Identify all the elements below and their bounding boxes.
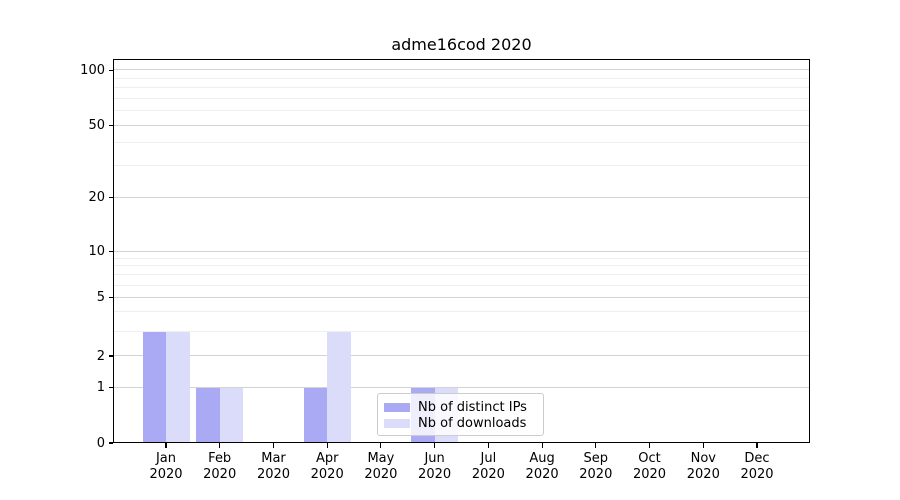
x-tick-mark (434, 443, 436, 448)
x-tick-year: 2020 (471, 467, 505, 482)
gridline-minor (113, 164, 810, 166)
x-tick-label: Nov 2020 (687, 451, 720, 483)
y-tick-label: 10 (88, 244, 105, 260)
y-tick-label: 5 (96, 290, 105, 305)
plot-area: Nb of distinct IPs Nb of downloads (113, 59, 810, 443)
x-tick-year: 2020 (256, 467, 291, 482)
x-tick-month: Apr (315, 451, 339, 466)
x-tick-month: Nov (690, 451, 716, 466)
legend-item: Nb of distinct IPs (384, 399, 536, 415)
gridline-minor (113, 97, 810, 99)
gridline-minor (113, 284, 810, 286)
legend-swatch (384, 402, 410, 412)
gridline-major (113, 250, 810, 252)
y-tick-mark (108, 69, 113, 71)
x-tick-label: May 2020 (364, 451, 397, 483)
x-tick-year: 2020 (310, 467, 344, 482)
x-tick-month: Jan (155, 451, 177, 466)
gridline-major (113, 296, 810, 298)
x-tick-month: Mar (261, 451, 286, 466)
x-tick-month: Jul (480, 451, 497, 466)
y-tick-label: 2 (96, 348, 105, 364)
gridline-major (113, 124, 810, 126)
legend-item: Nb of downloads (384, 415, 536, 431)
x-tick-label: Jun 2020 (418, 451, 451, 483)
x-tick-mark (648, 443, 651, 448)
x-tick-mark (165, 443, 167, 448)
x-tick-mark (326, 443, 328, 448)
gridline-minor (113, 142, 810, 144)
x-tick-label: Jan 2020 (149, 451, 182, 483)
y-tick-mark (108, 296, 113, 299)
y-tick-label: 20 (88, 190, 105, 206)
x-tick-mark (541, 443, 543, 448)
bar (327, 331, 351, 443)
y-tick-label: 100 (80, 62, 105, 78)
x-tick-month: Feb (208, 451, 232, 466)
x-tick-label: Oct 2020 (633, 451, 666, 483)
y-tick-mark (108, 125, 113, 127)
x-tick-mark (272, 443, 275, 448)
y-tick-mark (108, 197, 113, 199)
x-tick-year: 2020 (525, 467, 559, 482)
x-tick-mark (756, 443, 758, 448)
x-tick-label: Sep 2020 (579, 451, 612, 483)
x-tick-mark (380, 443, 382, 448)
bar (142, 331, 166, 443)
x-tick-label: Jul 2020 (472, 451, 505, 483)
x-tick-year: 2020 (203, 467, 237, 482)
bar (219, 387, 244, 443)
legend-label: Nb of downloads (418, 415, 527, 431)
x-tick-year: 2020 (364, 467, 398, 482)
chart-title: adme16cod 2020 (391, 35, 532, 54)
y-tick-mark (108, 251, 113, 253)
legend: Nb of distinct IPs Nb of downloads (377, 393, 544, 436)
x-tick-month: May (367, 451, 395, 466)
x-tick-mark (595, 443, 597, 448)
x-tick-mark (702, 443, 704, 448)
gridline-major (113, 196, 810, 198)
x-tick-year: 2020 (686, 467, 720, 482)
gridline-minor (113, 265, 810, 267)
gridline-minor (113, 110, 810, 112)
x-tick-year: 2020 (418, 467, 452, 482)
gridline-major (113, 355, 810, 356)
x-tick-year: 2020 (740, 467, 774, 482)
gridline-minor (113, 257, 810, 259)
x-tick-year: 2020 (149, 467, 183, 482)
x-tick-label: Apr 2020 (311, 451, 344, 483)
gridline-minor (113, 311, 810, 313)
gridline-minor (113, 77, 810, 79)
x-tick-label: Feb 2020 (203, 451, 236, 483)
bar (196, 387, 220, 443)
x-tick-mark (487, 443, 489, 448)
x-tick-month: Sep (583, 451, 609, 466)
x-tick-month: Jun (424, 451, 445, 466)
y-tick-mark (108, 355, 113, 357)
x-tick-year: 2020 (632, 467, 667, 482)
y-tick-mark (108, 442, 113, 444)
x-tick-month: Aug (529, 451, 555, 466)
bar (303, 387, 328, 443)
legend-label: Nb of distinct IPs (418, 399, 527, 415)
x-tick-month: Dec (744, 451, 770, 466)
x-tick-label: Mar 2020 (257, 451, 290, 483)
y-tick-label: 50 (88, 118, 105, 134)
gridline-minor (113, 274, 810, 276)
x-tick-mark (219, 443, 221, 448)
x-tick-label: Dec 2020 (740, 451, 773, 483)
gridline-major (113, 69, 810, 71)
x-tick-month: Oct (638, 451, 661, 466)
y-tick-label: 0 (96, 435, 105, 451)
y-tick-mark (108, 386, 113, 389)
gridline-minor (113, 330, 810, 332)
x-tick-year: 2020 (579, 467, 613, 482)
bar (166, 331, 190, 443)
legend-swatch (384, 418, 410, 428)
x-tick-label: Aug 2020 (526, 451, 559, 483)
gridline-major (113, 386, 810, 388)
y-tick-label: 1 (96, 380, 105, 395)
gridline-minor (113, 87, 810, 89)
